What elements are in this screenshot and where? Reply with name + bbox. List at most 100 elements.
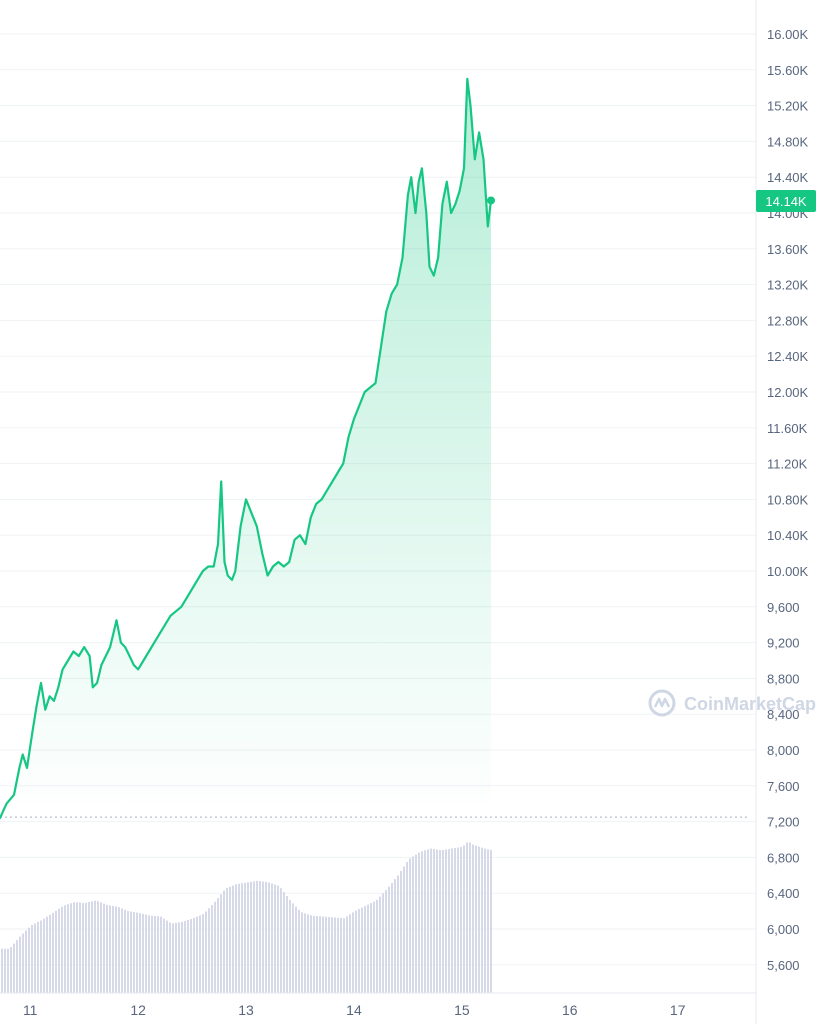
volume-bar xyxy=(229,886,231,993)
current-price-label: 14.14K xyxy=(765,194,807,209)
volume-bar xyxy=(103,903,105,993)
volume-bar xyxy=(70,903,72,993)
volume-bar xyxy=(94,900,96,993)
volume-bars xyxy=(1,842,492,993)
volume-bar xyxy=(487,849,489,993)
volume-bar xyxy=(40,920,42,993)
volume-bar xyxy=(454,847,456,993)
x-tick-label: 17 xyxy=(670,1002,686,1018)
volume-bar xyxy=(280,888,282,993)
volume-bar xyxy=(142,913,144,993)
volume-bar xyxy=(136,912,138,993)
volume-bar xyxy=(358,909,360,993)
volume-bar xyxy=(64,905,66,993)
y-tick-label: 10.40K xyxy=(767,528,809,543)
volume-bar xyxy=(202,914,204,993)
current-price-badge: 14.14K xyxy=(756,190,816,212)
volume-bar xyxy=(424,850,426,993)
y-tick-label: 14.40K xyxy=(767,170,809,185)
volume-bar xyxy=(118,907,120,993)
volume-bar xyxy=(421,851,423,993)
y-tick-label: 13.60K xyxy=(767,242,809,257)
volume-bar xyxy=(91,901,93,993)
volume-bar xyxy=(121,908,123,993)
volume-bar xyxy=(127,910,129,993)
volume-bar xyxy=(25,930,27,993)
volume-bar xyxy=(139,913,141,993)
y-tick-label: 7,600 xyxy=(767,779,800,794)
volume-bar xyxy=(427,849,429,993)
volume-bar xyxy=(163,918,165,993)
volume-bar xyxy=(379,896,381,993)
volume-bar xyxy=(52,912,54,993)
volume-bar xyxy=(397,875,399,993)
volume-bar xyxy=(301,912,303,993)
volume-bar xyxy=(289,900,291,993)
volume-bar xyxy=(352,912,354,993)
volume-bar xyxy=(7,948,9,993)
y-tick-label: 8,800 xyxy=(767,671,800,686)
volume-bar xyxy=(130,911,132,993)
volume-bar xyxy=(166,920,168,993)
volume-bar xyxy=(43,918,45,993)
volume-bar xyxy=(484,848,486,993)
volume-bar xyxy=(319,916,321,993)
volume-bar xyxy=(370,903,372,993)
x-tick-label: 15 xyxy=(454,1002,470,1018)
volume-bar xyxy=(439,850,441,993)
volume-bar xyxy=(451,848,453,993)
volume-bar xyxy=(307,914,309,993)
volume-bar xyxy=(277,885,279,993)
volume-bar xyxy=(343,918,345,993)
volume-bar xyxy=(250,881,252,993)
x-tick-label: 13 xyxy=(238,1002,254,1018)
volume-bar xyxy=(367,904,369,993)
volume-bar xyxy=(385,890,387,993)
volume-bar xyxy=(460,846,462,993)
volume-bar xyxy=(349,914,351,993)
volume-bar xyxy=(469,842,471,993)
volume-bar xyxy=(169,922,171,993)
volume-bar xyxy=(256,880,258,993)
y-tick-label: 8,400 xyxy=(767,707,800,722)
y-tick-label: 13.20K xyxy=(767,278,809,293)
volume-bar xyxy=(298,909,300,993)
y-tick-label: 11.20K xyxy=(767,457,808,472)
volume-bar xyxy=(304,913,306,993)
volume-bar xyxy=(1,948,3,993)
volume-bar xyxy=(235,884,237,993)
volume-bar xyxy=(112,905,114,993)
volume-bar xyxy=(253,881,255,993)
volume-bar xyxy=(193,917,195,993)
volume-bar xyxy=(388,886,390,993)
y-tick-label: 14.80K xyxy=(767,134,809,149)
volume-bar xyxy=(268,882,270,993)
volume-bar xyxy=(241,883,243,993)
volume-bar xyxy=(106,904,108,993)
volume-bar xyxy=(190,918,192,993)
volume-bar xyxy=(475,845,477,993)
y-tick-label: 8,000 xyxy=(767,743,800,758)
y-tick-label: 10.80K xyxy=(767,492,809,507)
price-line-group xyxy=(0,77,496,820)
volume-bar xyxy=(223,890,225,993)
volume-bar xyxy=(361,907,363,993)
volume-bar xyxy=(262,881,264,993)
volume-bar xyxy=(346,916,348,993)
volume-bar xyxy=(46,916,48,993)
volume-bar xyxy=(247,882,249,993)
price-line xyxy=(0,77,493,820)
volume-bar xyxy=(199,915,201,993)
volume-bar xyxy=(109,905,111,993)
volume-bar xyxy=(16,940,18,993)
volume-bar xyxy=(418,852,420,993)
volume-bar xyxy=(334,917,336,993)
volume-bar xyxy=(214,901,216,993)
volume-bar xyxy=(322,916,324,993)
volume-bar xyxy=(355,910,357,993)
volume-bar xyxy=(376,899,378,993)
volume-bar xyxy=(292,903,294,993)
volume-bar xyxy=(382,893,384,993)
